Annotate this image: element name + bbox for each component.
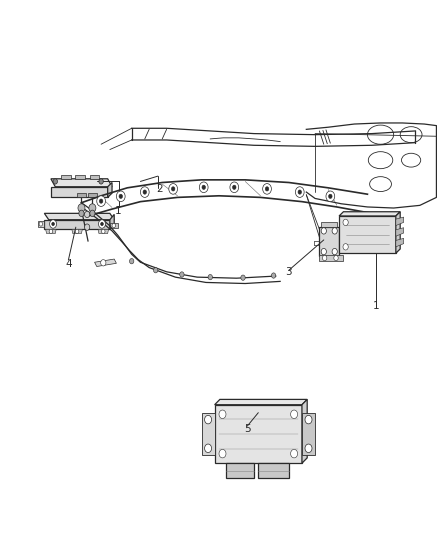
Circle shape: [112, 223, 116, 228]
Polygon shape: [38, 221, 44, 227]
Polygon shape: [396, 212, 400, 253]
Circle shape: [78, 204, 85, 212]
Circle shape: [328, 194, 332, 198]
Circle shape: [332, 248, 337, 255]
Circle shape: [265, 187, 269, 191]
Circle shape: [97, 196, 106, 206]
Circle shape: [141, 187, 149, 197]
Polygon shape: [396, 217, 404, 225]
Circle shape: [117, 191, 125, 201]
Circle shape: [171, 187, 175, 191]
Polygon shape: [44, 220, 110, 229]
Circle shape: [99, 179, 103, 184]
Polygon shape: [95, 259, 117, 266]
Text: 1: 1: [373, 301, 379, 311]
Text: 3: 3: [286, 267, 292, 277]
Circle shape: [89, 204, 96, 212]
Polygon shape: [215, 399, 307, 405]
Circle shape: [53, 179, 57, 184]
Polygon shape: [321, 222, 337, 227]
Polygon shape: [46, 229, 56, 233]
Circle shape: [202, 185, 205, 189]
Circle shape: [233, 185, 236, 189]
Text: 4: 4: [65, 259, 72, 269]
Circle shape: [322, 255, 327, 261]
Circle shape: [119, 194, 123, 198]
Polygon shape: [201, 413, 215, 455]
Circle shape: [90, 210, 95, 216]
Polygon shape: [396, 228, 404, 236]
Polygon shape: [51, 179, 112, 187]
Circle shape: [334, 255, 338, 261]
Polygon shape: [110, 223, 118, 228]
Circle shape: [102, 229, 105, 233]
Circle shape: [305, 444, 312, 453]
Circle shape: [343, 219, 348, 225]
Circle shape: [130, 259, 134, 264]
Circle shape: [295, 187, 304, 197]
Circle shape: [85, 211, 90, 217]
Circle shape: [52, 222, 54, 225]
Circle shape: [272, 273, 276, 278]
Circle shape: [298, 190, 301, 194]
Circle shape: [205, 444, 212, 453]
Circle shape: [180, 272, 184, 277]
Circle shape: [49, 229, 53, 233]
Circle shape: [290, 449, 297, 458]
Polygon shape: [258, 463, 289, 478]
Polygon shape: [75, 174, 85, 179]
Circle shape: [143, 190, 147, 194]
Circle shape: [305, 415, 312, 424]
Circle shape: [205, 415, 212, 424]
Polygon shape: [77, 193, 86, 197]
Polygon shape: [44, 213, 114, 220]
Circle shape: [219, 410, 226, 418]
Polygon shape: [88, 193, 97, 197]
Circle shape: [153, 268, 158, 273]
Circle shape: [241, 275, 245, 280]
Circle shape: [332, 228, 337, 234]
Circle shape: [101, 222, 103, 225]
Polygon shape: [339, 212, 400, 216]
Circle shape: [208, 274, 212, 280]
Text: 5: 5: [244, 424, 251, 434]
Polygon shape: [215, 405, 302, 463]
Circle shape: [49, 220, 57, 228]
Polygon shape: [98, 229, 109, 233]
Polygon shape: [318, 255, 343, 261]
Circle shape: [263, 183, 272, 194]
Circle shape: [321, 248, 326, 255]
Circle shape: [230, 182, 239, 192]
Circle shape: [99, 220, 106, 228]
Circle shape: [101, 260, 106, 266]
Polygon shape: [396, 238, 404, 247]
Polygon shape: [90, 174, 99, 179]
Circle shape: [169, 183, 177, 194]
Polygon shape: [51, 187, 108, 197]
Polygon shape: [339, 216, 396, 253]
Circle shape: [75, 229, 79, 233]
Circle shape: [343, 244, 348, 250]
Text: 1: 1: [115, 206, 122, 216]
Polygon shape: [61, 174, 71, 179]
Polygon shape: [110, 214, 114, 229]
Polygon shape: [108, 182, 112, 197]
Circle shape: [290, 410, 297, 418]
Polygon shape: [302, 413, 315, 455]
Circle shape: [199, 182, 208, 192]
Polygon shape: [226, 463, 254, 478]
Circle shape: [219, 449, 226, 458]
Polygon shape: [72, 229, 82, 233]
Polygon shape: [319, 227, 339, 256]
Circle shape: [326, 191, 335, 201]
Circle shape: [79, 210, 84, 216]
Circle shape: [321, 228, 326, 234]
Text: 2: 2: [157, 184, 163, 195]
Circle shape: [99, 199, 103, 203]
Circle shape: [39, 222, 42, 226]
Circle shape: [85, 224, 90, 230]
Polygon shape: [302, 399, 307, 463]
